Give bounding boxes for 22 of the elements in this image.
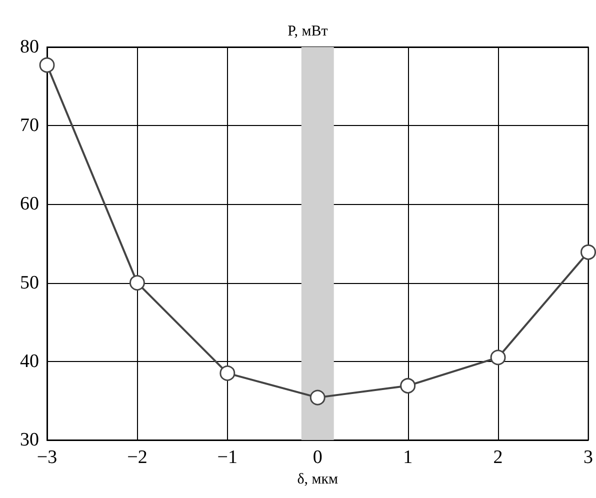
y-axis-title: P, мВт (288, 24, 328, 40)
point (400, 378, 416, 394)
y-tick-label: 50 (20, 272, 39, 294)
x-axis-title: δ, мкм (297, 471, 339, 488)
x-tick-label: 3 (584, 447, 593, 468)
x-tick-label: 2 (493, 447, 503, 468)
x-tick-label: −2 (127, 447, 148, 468)
point (129, 275, 145, 291)
y-tick-label: 40 (20, 350, 39, 372)
point (580, 244, 596, 260)
x-tick-label: 1 (403, 447, 413, 468)
y-tick-label: 60 (20, 194, 39, 215)
x-tick-label: −1 (217, 447, 238, 468)
x-tick-label: −3 (36, 447, 58, 468)
point (39, 57, 55, 73)
x-tick-label: 0 (312, 447, 322, 468)
y-tick-label: 80 (20, 36, 39, 58)
point (220, 365, 236, 381)
y-tick-label: 70 (20, 115, 39, 136)
point (310, 390, 326, 406)
point (490, 350, 506, 366)
y-tick-label: 30 (20, 430, 39, 450)
